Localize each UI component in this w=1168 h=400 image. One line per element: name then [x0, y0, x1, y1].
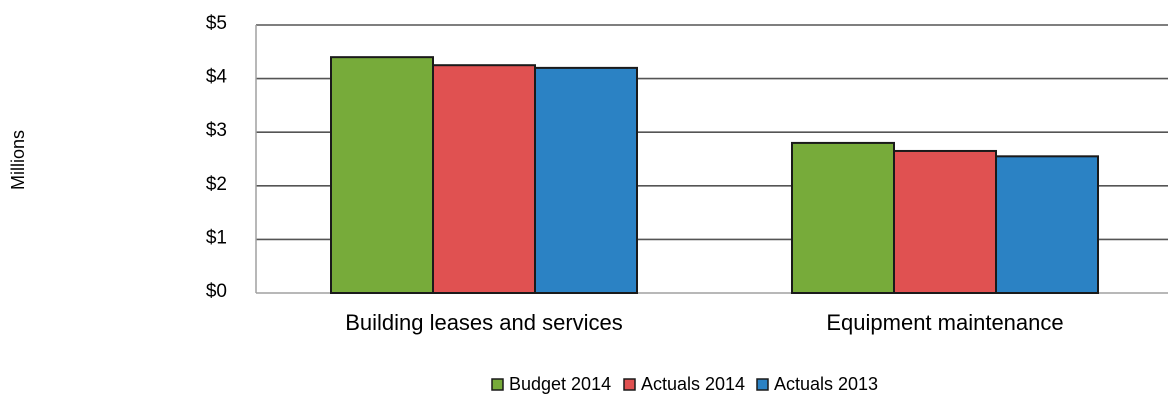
- bar: [534, 66, 638, 294]
- x-category-label: Equipment maintenance: [826, 310, 1063, 335]
- bar: [330, 56, 434, 294]
- bar: [893, 149, 997, 294]
- bar: [995, 155, 1099, 294]
- x-category-label: Building leases and services: [345, 310, 623, 335]
- y-tick-label: $0: [206, 281, 227, 302]
- y-axis-ticks: $0 $1 $2 $3 $4 $5: [206, 13, 228, 302]
- legend-item: Budget 2014: [491, 374, 611, 394]
- y-tick-label: $3: [206, 120, 227, 141]
- bars: [330, 56, 1099, 294]
- legend-label: Actuals 2013: [774, 374, 878, 394]
- y-tick-label: $1: [206, 227, 227, 248]
- bar: [432, 64, 536, 294]
- y-axis-label: Millions: [8, 130, 28, 190]
- y-tick-label: $4: [206, 67, 228, 88]
- legend-item: Actuals 2014: [623, 374, 745, 394]
- y-tick-label: $5: [206, 13, 227, 34]
- x-axis-categories: Building leases and services Equipment ma…: [345, 310, 1063, 335]
- bar: [791, 141, 895, 294]
- y-tick-label: $2: [206, 174, 227, 195]
- legend-swatch: [491, 378, 504, 391]
- legend-item: Actuals 2013: [756, 374, 878, 394]
- legend-swatch: [756, 378, 769, 391]
- legend-swatch: [623, 378, 636, 391]
- legend: Budget 2014 Actuals 2014 Actuals 2013: [491, 374, 878, 394]
- legend-label: Actuals 2014: [641, 374, 745, 394]
- legend-label: Budget 2014: [509, 374, 611, 394]
